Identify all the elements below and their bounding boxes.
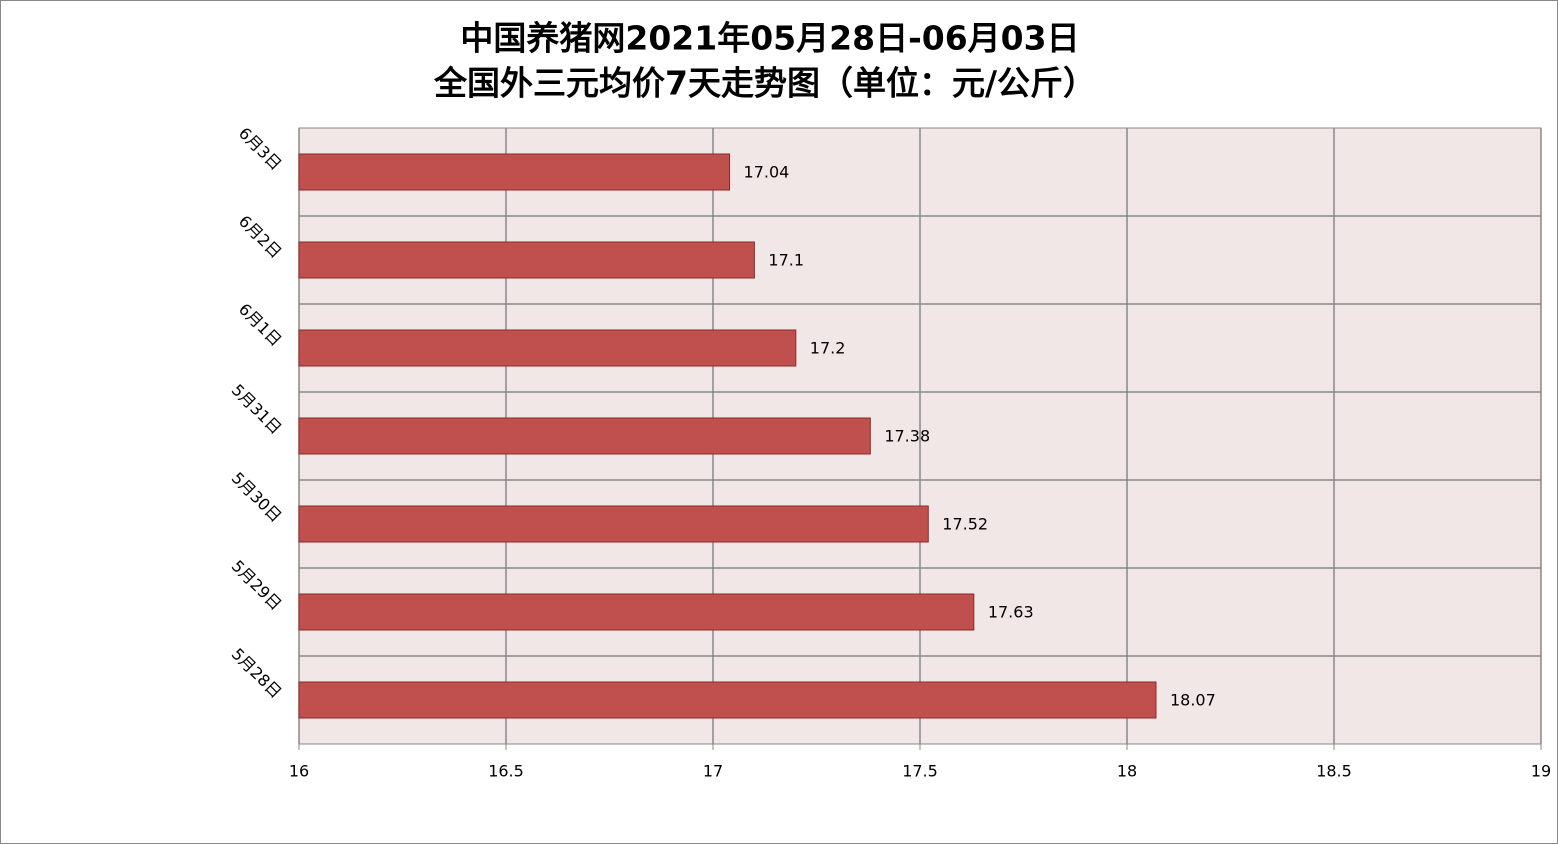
bar — [298, 329, 797, 367]
bar — [298, 593, 975, 631]
data-label: 17.04 — [744, 163, 790, 182]
x-tick-label: 17.5 — [902, 762, 938, 781]
chart-title: 中国养猪网2021年05月28日-06月03日 — [460, 19, 1079, 58]
data-label: 17.2 — [810, 339, 846, 358]
x-tick-label: 18 — [1117, 762, 1137, 781]
chart-title: 全国外三元均价7天走势图（单位：元/公斤） — [433, 64, 1096, 103]
x-tick-label: 16 — [289, 762, 309, 781]
data-label: 17.52 — [942, 515, 988, 534]
x-tick-label: 17 — [703, 762, 723, 781]
bar — [298, 417, 871, 455]
bar — [298, 681, 1157, 719]
data-label: 17.1 — [768, 251, 804, 270]
x-tick-label: 18.5 — [1316, 762, 1352, 781]
x-tick-label: 16.5 — [488, 762, 524, 781]
bar — [298, 505, 929, 543]
data-label: 17.63 — [988, 603, 1034, 622]
x-tick-label: 19 — [1531, 762, 1551, 781]
bar — [298, 241, 755, 279]
data-label: 17.38 — [884, 427, 930, 446]
bar — [298, 153, 731, 191]
data-label: 18.07 — [1170, 691, 1216, 710]
